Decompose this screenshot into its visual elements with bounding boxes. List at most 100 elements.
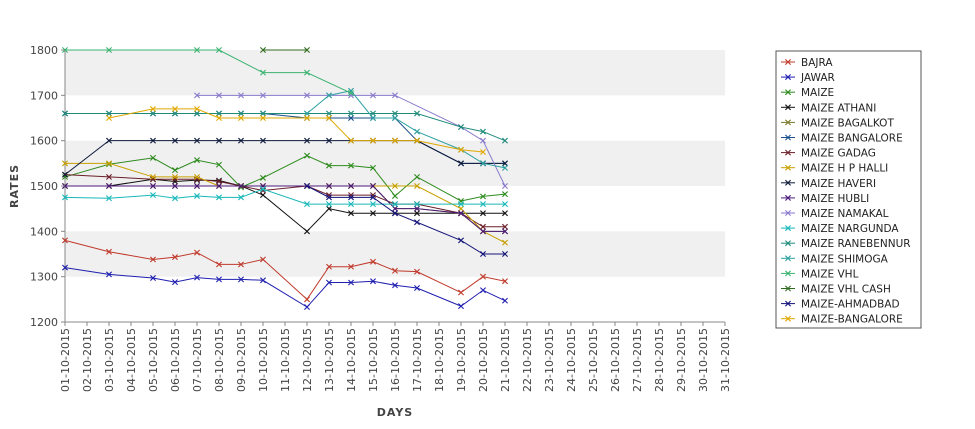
data-point-maize-bangalore xyxy=(238,115,244,121)
data-point-maize-nargunda xyxy=(480,201,486,208)
legend-marker xyxy=(785,255,791,262)
data-point-maize-ahmadbad xyxy=(480,251,486,257)
data-point-maize-ranebennur xyxy=(392,110,398,117)
legend-box xyxy=(775,50,922,329)
legend-marker xyxy=(785,315,791,322)
data-point-maize-ranebennur xyxy=(414,110,420,117)
data-point-maize-gadag xyxy=(480,223,486,230)
data-point-maize-namakal xyxy=(194,92,200,99)
data-point-jawar xyxy=(238,276,244,283)
data-point-bajra xyxy=(150,256,156,263)
data-point-maize-bangalore xyxy=(480,149,486,155)
data-point-jawar xyxy=(348,279,354,286)
data-point-maize-gadag xyxy=(106,173,112,180)
data-point-maize-hubli xyxy=(502,228,508,235)
data-point-maize-nargunda xyxy=(216,194,222,201)
legend-marker xyxy=(785,89,791,96)
data-point-maize xyxy=(260,174,266,181)
data-point-maize-namakal xyxy=(502,183,508,189)
data-point-maize-bangalore xyxy=(304,115,310,121)
data-point-jawar xyxy=(480,287,486,294)
data-point-jawar xyxy=(106,271,112,278)
x-tick-label: 22-10-2015 xyxy=(521,328,534,392)
data-point-maize-h-p-halli xyxy=(392,183,398,189)
x-tick-label: 06-10-2015 xyxy=(169,328,182,392)
data-point-maize-gadag xyxy=(370,192,376,199)
legend-item-jawar: JAWAR xyxy=(781,72,835,84)
data-point-bajra xyxy=(458,289,464,296)
legend-item-maize-bangalore: MAIZE BANGALORE xyxy=(781,133,903,145)
data-point-bajra xyxy=(62,237,68,244)
legend-label: MAIZE H P HALLI xyxy=(801,163,888,175)
x-tick-label: 14-10-2015 xyxy=(345,328,358,392)
data-point-maize-bangalore xyxy=(150,105,156,112)
data-point-maize-hubli xyxy=(414,205,420,212)
legend: BAJRA JAWAR MAIZE MAIZE ATHANI MAIZE BAGALKO… xyxy=(775,50,922,329)
data-point-maize-nargunda xyxy=(458,201,464,208)
data-point-maize xyxy=(304,152,310,159)
data-point-maize-ranebennur xyxy=(106,110,112,117)
data-point-maize-athani xyxy=(326,205,332,212)
data-point-maize-ahmadbad xyxy=(304,183,310,189)
data-point-maize-ahmadbad xyxy=(502,251,508,257)
data-point-maize-ahmadbad xyxy=(348,194,354,201)
legend-label: MAIZE-BANGALORE xyxy=(801,314,903,326)
data-point-maize-hubli xyxy=(194,183,200,189)
y-tick-label: 1200 xyxy=(30,316,58,329)
data-point-maize-ranebennur xyxy=(502,137,508,144)
data-point-maize-vhl-cash xyxy=(260,47,266,53)
x-tick-label: 02-10-2015 xyxy=(81,328,94,392)
x-tick-labels: 01-10-2015 02-10-2015 03-10-2015 04-10-2015… xyxy=(59,322,732,392)
legend-item-maize-h-p-halli: MAIZE H P HALLI xyxy=(781,163,888,175)
data-point-maize-hubli xyxy=(392,205,398,212)
legend-label: MAIZE VHL xyxy=(801,268,859,280)
data-point-jawar xyxy=(458,303,464,310)
data-point-bajra xyxy=(502,278,508,285)
data-point-maize xyxy=(172,167,178,174)
legend-marker xyxy=(785,119,791,126)
data-point-maize-h-p-halli xyxy=(150,173,156,180)
data-point-bajra xyxy=(106,248,112,255)
data-point-maize-shimoga xyxy=(304,110,310,117)
x-tick-label: 23-10-2015 xyxy=(543,328,556,392)
data-point-maize xyxy=(194,157,200,164)
legend-item-maize-namakal: MAIZE NAMAKAL xyxy=(781,208,889,220)
data-point-maize-ahmadbad xyxy=(458,237,464,244)
data-point-maize-haveri xyxy=(150,137,156,144)
x-tick-label: 16-10-2015 xyxy=(389,328,402,392)
legend-marker xyxy=(785,270,791,277)
x-tick-label: 20-10-2015 xyxy=(477,328,490,392)
legend-label: MAIZE HAVERI xyxy=(801,178,876,190)
x-tick-label: 10-10-2015 xyxy=(257,328,270,392)
data-point-maize-bangalore xyxy=(370,137,376,144)
data-point-maize-bangalore xyxy=(326,115,332,121)
data-point-maize-nargunda xyxy=(150,192,156,199)
data-point-maize-namakal xyxy=(480,137,486,144)
data-point-bajra xyxy=(480,273,486,280)
data-point-maize xyxy=(216,161,222,168)
data-point-maize-ranebennur xyxy=(326,110,332,117)
legend-label: MAIZE BANGALORE xyxy=(801,133,903,145)
data-point-maize-nargunda xyxy=(238,194,244,201)
x-tick-label: 11-10-2015 xyxy=(279,328,292,392)
data-point-maize-vhl xyxy=(260,69,266,76)
data-point-maize-shimoga xyxy=(370,115,376,121)
data-point-maize-hubli xyxy=(238,183,244,189)
data-point-jawar xyxy=(62,264,68,271)
data-point-maize-haveri xyxy=(238,137,244,144)
legend-label: MAIZE NAMAKAL xyxy=(801,208,889,220)
legend-item-maize-bagalkot: MAIZE BAGALKOT xyxy=(781,117,894,129)
x-tick-label: 29-10-2015 xyxy=(675,328,688,392)
data-point-maize-bangalore xyxy=(348,137,354,144)
data-point-maize-nargunda xyxy=(304,201,310,208)
data-point-jawar xyxy=(304,304,310,311)
data-point-maize-haveri xyxy=(194,137,200,144)
data-point-maize-ranebennur xyxy=(260,110,266,117)
data-point-maize-hubli xyxy=(172,183,178,189)
data-point-maize-nargunda xyxy=(172,195,178,202)
data-point-jawar xyxy=(216,276,222,283)
data-point-maize-bangalore xyxy=(194,105,200,112)
data-point-maize-nargunda xyxy=(414,201,420,208)
data-point-maize-ranebennur xyxy=(238,110,244,117)
data-point-maize-h-p-halli xyxy=(502,239,508,246)
